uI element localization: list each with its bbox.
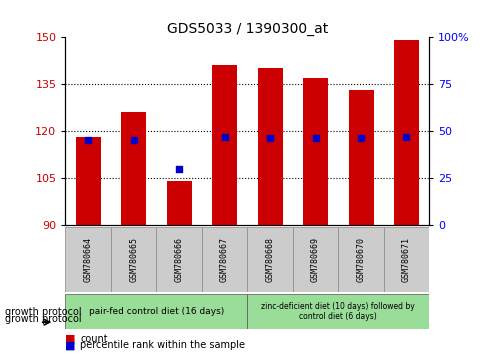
Bar: [292, 227, 338, 292]
Text: GSM780667: GSM780667: [220, 237, 228, 282]
Bar: [247, 227, 292, 292]
Point: [402, 134, 409, 139]
Text: GSM780664: GSM780664: [84, 237, 92, 282]
Text: ■: ■: [65, 340, 76, 350]
Text: zinc-deficient diet (10 days) followed by
control diet (6 days): zinc-deficient diet (10 days) followed b…: [261, 302, 414, 321]
Text: percentile rank within the sample: percentile rank within the sample: [80, 340, 244, 350]
Bar: [156, 227, 201, 292]
Text: GSM780669: GSM780669: [310, 237, 319, 282]
Bar: [65, 227, 111, 292]
Bar: [201, 227, 247, 292]
Text: growth protocol: growth protocol: [5, 314, 81, 324]
Bar: [212, 65, 237, 225]
Bar: [247, 294, 428, 329]
Point: [175, 166, 182, 171]
Bar: [166, 181, 191, 225]
Bar: [338, 227, 383, 292]
Point: [356, 136, 364, 141]
Text: growth protocol: growth protocol: [5, 307, 81, 316]
Text: pair-fed control diet (16 days): pair-fed control diet (16 days): [89, 307, 224, 316]
Bar: [65, 294, 247, 329]
Text: GSM780665: GSM780665: [129, 237, 138, 282]
Text: ■: ■: [65, 334, 76, 344]
Bar: [393, 40, 418, 225]
Point: [220, 134, 228, 139]
Point: [266, 136, 273, 141]
Bar: [257, 68, 282, 225]
Text: GSM780671: GSM780671: [401, 237, 410, 282]
Text: GSM780668: GSM780668: [265, 237, 274, 282]
Bar: [302, 78, 327, 225]
Bar: [111, 227, 156, 292]
Bar: [76, 137, 101, 225]
Bar: [121, 112, 146, 225]
Text: GSM780666: GSM780666: [174, 237, 183, 282]
Point: [84, 137, 92, 143]
Bar: [348, 90, 373, 225]
Text: count: count: [80, 334, 107, 344]
Point: [311, 136, 319, 141]
Point: [130, 137, 137, 143]
Bar: [383, 227, 428, 292]
Title: GDS5033 / 1390300_at: GDS5033 / 1390300_at: [166, 22, 327, 36]
Text: GSM780670: GSM780670: [356, 237, 365, 282]
